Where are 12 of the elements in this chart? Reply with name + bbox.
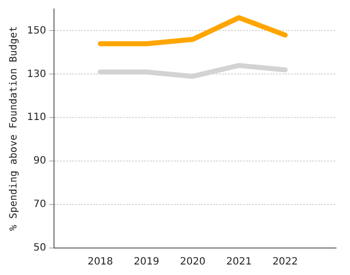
x-tick-label: 2018 bbox=[88, 256, 114, 268]
x-tick-label: 2019 bbox=[134, 256, 160, 268]
y-tick-label: 110 bbox=[26, 112, 46, 124]
x-tick-label: 2020 bbox=[180, 256, 206, 268]
y-tick-label: 50 bbox=[33, 242, 46, 254]
y-tick-label: 130 bbox=[26, 68, 46, 80]
y-tick-label: 150 bbox=[26, 25, 46, 36]
x-tick-label: 2022 bbox=[272, 256, 298, 268]
y-axis-title: % Spending above Foundation Budget bbox=[8, 26, 20, 231]
y-tick-label: 90 bbox=[33, 156, 46, 167]
x-tick-label: 2021 bbox=[226, 256, 252, 268]
y-tick-label: 70 bbox=[33, 199, 46, 210]
